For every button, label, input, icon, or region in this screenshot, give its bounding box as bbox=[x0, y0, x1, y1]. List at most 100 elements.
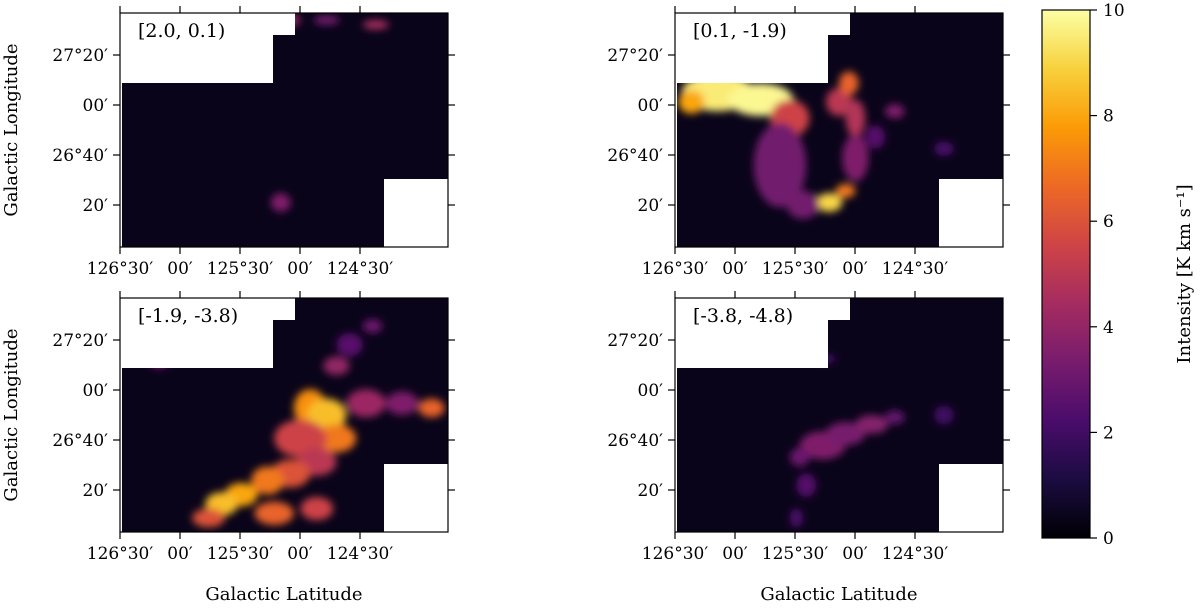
emission-region bbox=[274, 419, 327, 458]
x-tick-label: 124°30′ bbox=[882, 259, 949, 279]
panel-2: 126°30′ 00′ 125°30′ 00′ 124°30′ 27°20′ 00′ 26°4… bbox=[607, 6, 1010, 279]
emission-region bbox=[789, 447, 810, 467]
x-axis-label: Galactic Latitude bbox=[760, 584, 917, 605]
panel-label: [2.0, 0.1) bbox=[138, 20, 225, 42]
y-tick-label: 26°40′ bbox=[52, 431, 108, 451]
emission-region bbox=[934, 141, 954, 156]
colorbar-tick-label: 0 bbox=[1103, 529, 1114, 549]
intensity-map bbox=[675, 13, 1003, 247]
y-tick-label: 26°40′ bbox=[607, 431, 663, 451]
colorbar-frame bbox=[1041, 9, 1091, 539]
x-tick-label: 00′ bbox=[287, 544, 313, 564]
panel-1: 126°30′ 00′ 125°30′ 00′ 124°30′ 27°20′ 00′ 26°4… bbox=[1, 6, 455, 279]
colorbar: 0 2 4 6 8 10 Intensity [K km s⁻¹] bbox=[1041, 1, 1195, 549]
intensity-map bbox=[120, 298, 448, 532]
x-tick-label: 00′ bbox=[842, 259, 868, 279]
emission-region bbox=[346, 389, 386, 418]
y-tick-label: 00′ bbox=[83, 381, 109, 401]
emission-region bbox=[323, 356, 350, 376]
y-tick-label: 00′ bbox=[638, 96, 664, 116]
emission-region bbox=[816, 193, 843, 212]
x-axis-label: Galactic Latitude bbox=[205, 584, 362, 605]
x-tick-label: 126°30′ bbox=[642, 259, 709, 279]
y-tick-label: 20′ bbox=[638, 481, 664, 501]
x-tick-label: 00′ bbox=[287, 259, 313, 279]
emission-region bbox=[251, 466, 284, 495]
x-tick-label: 00′ bbox=[722, 259, 748, 279]
x-tick-label: 126°30′ bbox=[87, 259, 154, 279]
panel-label: [-1.9, -3.8) bbox=[138, 305, 238, 327]
intensity-map bbox=[675, 298, 1003, 532]
colorbar-label: Intensity [K km s⁻¹] bbox=[1174, 184, 1195, 363]
y-tick-label: 00′ bbox=[83, 96, 109, 116]
y-tick-label: 26°40′ bbox=[607, 146, 663, 166]
emission-region bbox=[306, 398, 347, 432]
y-tick-label: 20′ bbox=[83, 196, 109, 216]
x-tick-label: 00′ bbox=[722, 544, 748, 564]
emission-region bbox=[316, 424, 357, 453]
y-tick-label: 00′ bbox=[638, 381, 664, 401]
no-data-mask bbox=[120, 298, 448, 532]
emission-region bbox=[418, 398, 445, 418]
y-tick-label: 20′ bbox=[638, 196, 664, 216]
x-tick-label: 125°30′ bbox=[207, 259, 274, 279]
emission-region bbox=[270, 193, 291, 212]
y-tick-label: 27°20′ bbox=[52, 46, 108, 66]
colorbar-tick-label: 10 bbox=[1103, 1, 1125, 21]
emission-region bbox=[842, 134, 869, 182]
panel-label: [-3.8, -4.8) bbox=[693, 305, 793, 327]
colorbar-tick-label: 6 bbox=[1103, 212, 1114, 232]
y-tick-label: 27°20′ bbox=[607, 331, 663, 351]
no-data-mask bbox=[675, 13, 1003, 247]
x-tick-label: 00′ bbox=[167, 544, 193, 564]
no-data-mask bbox=[120, 13, 448, 247]
emission-region bbox=[336, 333, 363, 357]
axes-frame bbox=[119, 297, 449, 533]
emission-region bbox=[362, 319, 383, 334]
axes-frame bbox=[674, 12, 1004, 248]
x-tick-label: 124°30′ bbox=[327, 544, 394, 564]
emission-region bbox=[789, 508, 803, 528]
x-tick-label: 124°30′ bbox=[882, 544, 949, 564]
emission-region bbox=[313, 15, 340, 25]
emission-region bbox=[825, 422, 866, 446]
y-axis-label: Galactic Longitude bbox=[1, 328, 22, 501]
emission-region bbox=[678, 90, 705, 114]
emission-region bbox=[825, 87, 853, 116]
emission-region bbox=[884, 104, 905, 119]
x-tick-label: 125°30′ bbox=[207, 544, 274, 564]
emission-region bbox=[865, 125, 885, 149]
x-tick-label: 00′ bbox=[167, 259, 193, 279]
colorbar-tick-label: 8 bbox=[1103, 107, 1114, 127]
emission-region bbox=[786, 190, 820, 219]
y-tick-label: 26°40′ bbox=[52, 146, 108, 166]
colorbar-tick-label: 2 bbox=[1103, 423, 1114, 443]
intensity-map bbox=[120, 13, 448, 247]
panel-label: [0.1, -1.9) bbox=[693, 20, 787, 42]
y-axis-label: Galactic Longitude bbox=[1, 43, 22, 216]
no-data-mask bbox=[675, 298, 1003, 532]
colorbar-tick-label: 4 bbox=[1103, 318, 1114, 338]
panel-3: 126°30′ 00′ 125°30′ 00′ 124°30′ 27°20′ 00′ 26°4… bbox=[1, 291, 455, 605]
x-tick-label: 126°30′ bbox=[642, 544, 709, 564]
emission-region bbox=[385, 391, 419, 415]
x-tick-label: 124°30′ bbox=[327, 259, 394, 279]
emission-region bbox=[839, 71, 859, 95]
emission-region bbox=[796, 473, 817, 497]
x-tick-label: 126°30′ bbox=[87, 544, 154, 564]
emission-region bbox=[845, 99, 866, 138]
x-tick-label: 00′ bbox=[842, 544, 868, 564]
emission-region bbox=[254, 501, 294, 525]
panel-4: 126°30′ 00′ 125°30′ 00′ 124°30′ 27°20′ 00′ 26°4… bbox=[607, 291, 1010, 605]
axes-frame bbox=[119, 12, 449, 248]
emission-region bbox=[192, 508, 225, 528]
y-tick-label: 20′ bbox=[83, 481, 109, 501]
emission-region bbox=[835, 183, 856, 198]
panels: 126°30′ 00′ 125°30′ 00′ 124°30′ 27°20′ 00′ 26°4… bbox=[1, 6, 1010, 605]
axes-frame bbox=[674, 297, 1004, 533]
emission-region bbox=[300, 496, 334, 521]
emission-region bbox=[855, 415, 889, 434]
x-tick-label: 125°30′ bbox=[762, 544, 829, 564]
emission-region bbox=[884, 410, 905, 425]
